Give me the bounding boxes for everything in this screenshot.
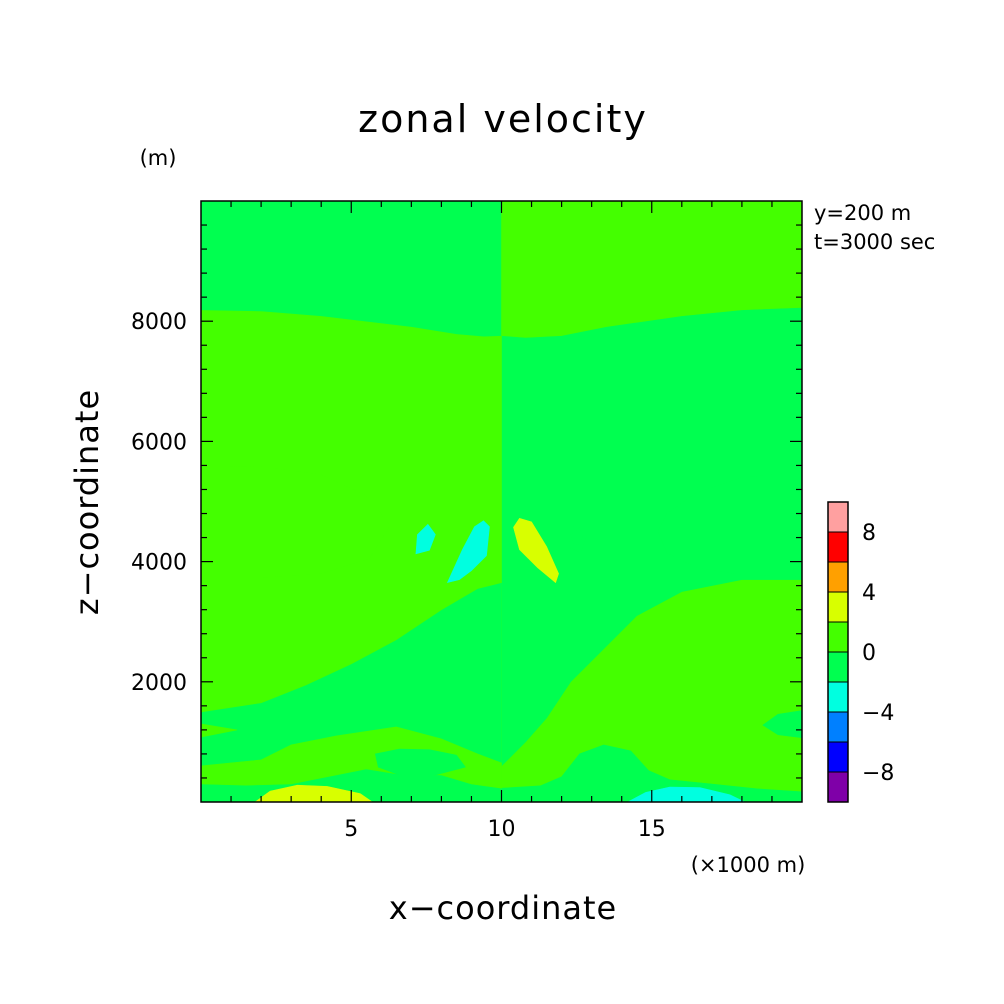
colorbar-tick-label: 4 bbox=[862, 581, 876, 606]
annotation-y: y=200 m bbox=[814, 201, 911, 225]
y-axis-unit: (m) bbox=[140, 146, 177, 170]
colorbar-swatch bbox=[827, 561, 849, 593]
colorbar-swatch bbox=[827, 681, 849, 713]
annotation-t: t=3000 sec bbox=[814, 230, 935, 254]
contour-region bbox=[501, 744, 802, 802]
colorbar-swatch bbox=[827, 531, 849, 563]
x-tick-labels: 5 10 15 bbox=[344, 817, 666, 842]
contour-region bbox=[762, 710, 802, 739]
colorbar-swatch bbox=[827, 771, 849, 803]
y-tick-label: 6000 bbox=[131, 430, 187, 455]
y-tick-labels: 2000 4000 6000 8000 bbox=[131, 310, 187, 696]
plot-frame bbox=[200, 200, 803, 803]
colorbar-tick-label: 8 bbox=[862, 521, 876, 546]
contour-plot-area bbox=[201, 201, 802, 802]
colorbar-swatch bbox=[827, 741, 849, 773]
y-tick-label: 8000 bbox=[131, 310, 187, 335]
colorbar-swatch bbox=[827, 711, 849, 743]
contour-region bbox=[446, 520, 490, 584]
colorbar-border bbox=[827, 501, 849, 803]
y-tick-label: 4000 bbox=[131, 551, 187, 576]
colorbar-tick-label: 0 bbox=[862, 641, 876, 666]
chart-title: zonal velocity bbox=[358, 97, 648, 141]
contour-region bbox=[501, 307, 802, 767]
contour-region bbox=[201, 723, 238, 738]
contour-region bbox=[513, 517, 559, 584]
colorbar-swatch bbox=[827, 621, 849, 653]
colorbar-swatch bbox=[827, 591, 849, 623]
contour-region bbox=[201, 310, 502, 713]
x-axis-unit: (×1000 m) bbox=[691, 853, 806, 877]
x-tick-label: 15 bbox=[638, 817, 666, 842]
contour-region bbox=[374, 748, 466, 776]
colorbar-tick-label: −8 bbox=[862, 761, 894, 786]
contour-region bbox=[657, 471, 802, 577]
x-axis-title: x−coordinate bbox=[389, 889, 617, 927]
contour-region bbox=[254, 784, 373, 802]
contour-region bbox=[415, 523, 436, 555]
contour-region bbox=[570, 527, 583, 546]
colorbar-tick-label: −4 bbox=[862, 701, 894, 726]
y-axis-title: z−coordinate bbox=[68, 389, 106, 615]
colorbar-swatch bbox=[827, 651, 849, 683]
y-tick-label: 2000 bbox=[131, 671, 187, 696]
colorbar: 8 4 0 −4 −8 bbox=[827, 501, 894, 803]
contour-region bbox=[627, 786, 746, 802]
colorbar-swatch bbox=[827, 501, 849, 533]
x-tick-label: 10 bbox=[488, 817, 516, 842]
x-tick-label: 5 bbox=[344, 817, 358, 842]
